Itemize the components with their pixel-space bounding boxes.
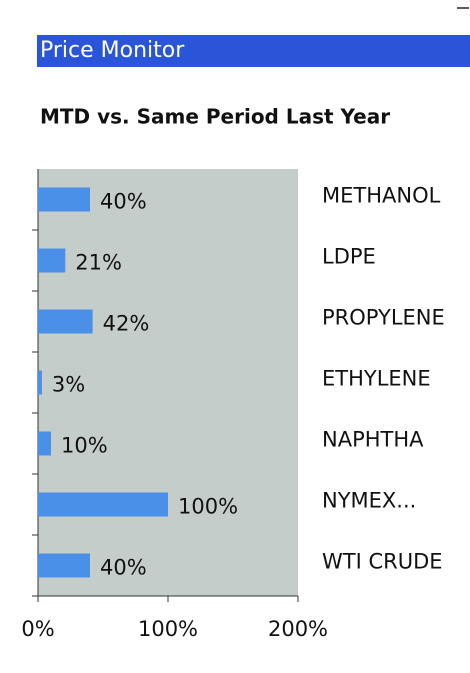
value-label: 10%	[61, 434, 108, 458]
category-label: METHANOL	[322, 184, 441, 208]
x-tick-label: 0%	[21, 617, 54, 641]
bar	[38, 309, 93, 334]
value-label: 100%	[178, 495, 238, 519]
bar	[38, 187, 90, 212]
category-label: NAPHTHA	[322, 428, 424, 452]
category-label: ETHYLENE	[322, 367, 431, 391]
x-tick-label: 100%	[138, 617, 198, 641]
bar	[38, 370, 42, 395]
x-tick-label: 200%	[268, 617, 328, 641]
category-label: NYMEX...	[322, 489, 416, 513]
category-label: LDPE	[322, 245, 376, 269]
bar	[38, 492, 168, 517]
category-label: WTI CRUDE	[322, 550, 443, 574]
plot-area	[38, 169, 298, 596]
value-label: 40%	[100, 556, 147, 580]
value-label: 21%	[75, 251, 122, 275]
bar	[38, 431, 51, 456]
bar	[38, 553, 90, 578]
value-label: 40%	[100, 190, 147, 214]
value-label: 42%	[103, 312, 150, 336]
header-title: Price Monitor	[40, 38, 185, 63]
category-label: PROPYLENE	[322, 306, 445, 330]
header-bar	[37, 35, 470, 67]
bar	[38, 248, 66, 273]
chart-title: MTD vs. Same Period Last Year	[40, 105, 390, 129]
value-label: 3%	[52, 373, 85, 397]
